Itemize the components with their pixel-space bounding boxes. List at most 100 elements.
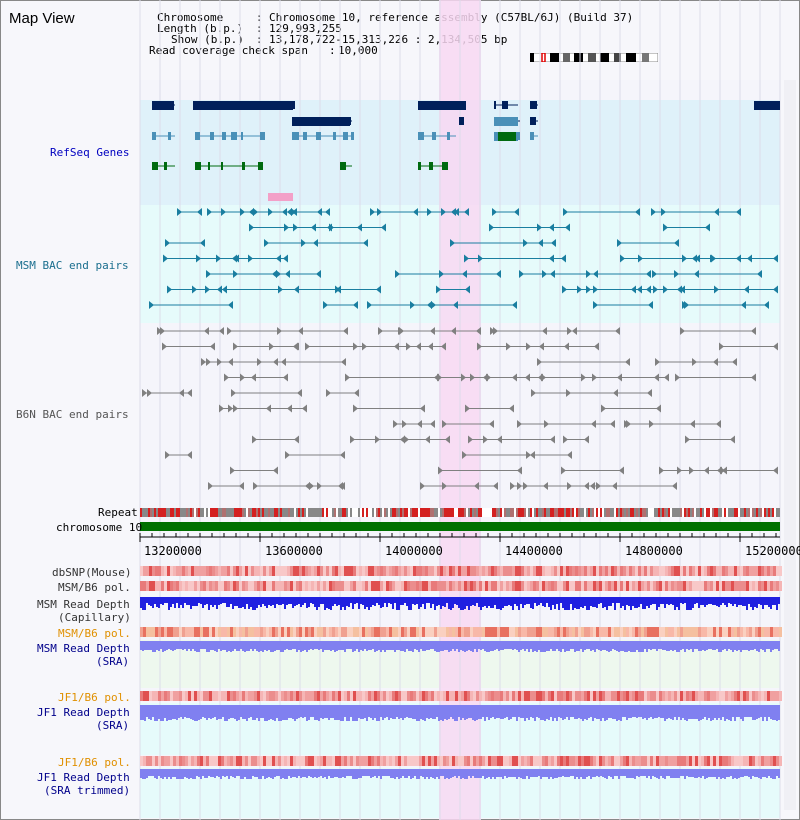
- dbsnp-strip: [503, 566, 506, 576]
- track-label-jf1-b6-pol-1[interactable]: JF1/B6 pol.: [58, 691, 131, 704]
- msm-b6-pol-strip: [518, 581, 521, 591]
- msm-depth-sra-bar: [300, 641, 302, 652]
- msm-depth-sra-bar: [530, 641, 532, 649]
- repeat-element: [428, 508, 430, 517]
- msm-b6-pol-strip: [227, 581, 230, 591]
- jf1-depth-trimmed-bar: [576, 769, 578, 777]
- jf1-b6-pol2-strip: [770, 756, 773, 766]
- track-label-jf1-depth-sra[interactable]: JF1 Read Depth: [37, 706, 130, 719]
- b6n-bac-pair-end: [538, 373, 543, 382]
- jf1-depth-trimmed-bar: [676, 769, 678, 778]
- msm-depth-capillary-bar: [598, 597, 600, 604]
- jf1-depth-trimmed-bar: [594, 769, 596, 777]
- jf1-depth-trimmed-bar: [414, 769, 416, 776]
- jf1-depth-sra-bar: [770, 705, 772, 719]
- msm-b6-pol2-strip: [740, 627, 743, 637]
- repeat-element: [230, 508, 232, 517]
- msm-depth-sra-bar: [430, 641, 432, 649]
- jf1-depth-trimmed-bar: [202, 769, 204, 776]
- dbsnp-strip: [608, 566, 611, 576]
- msm-depth-sra-bar: [348, 641, 350, 649]
- track-label-msm-b6-pol-2[interactable]: MSM/B6 pol.: [58, 627, 131, 640]
- repeat-element: [170, 508, 172, 517]
- jf1-depth-trimmed-bar: [456, 769, 458, 778]
- msm-depth-capillary-bar: [634, 597, 636, 608]
- b6n-bac-pair-end: [285, 451, 290, 459]
- jf1-depth-sra-bar: [446, 705, 448, 720]
- repeat-element: [744, 508, 746, 517]
- jf1-b6-pol-strip: [578, 691, 581, 701]
- repeat-element: [766, 508, 768, 517]
- msm-b6-pol2-strip: [605, 627, 608, 637]
- repeat-element: [548, 508, 550, 517]
- track-label-refseq[interactable]: RefSeq Genes: [50, 146, 130, 159]
- msm-depth-capillary-bar: [212, 597, 214, 607]
- jf1-depth-sra-bar: [166, 705, 168, 721]
- track-label-dbsnp[interactable]: dbSNP(Mouse): [52, 566, 132, 579]
- msm-b6-pol-strip: [701, 581, 704, 591]
- jf1-b6-pol-strip: [707, 691, 710, 701]
- repeat-element: [674, 508, 676, 517]
- jf1-b6-pol-strip: [491, 691, 494, 701]
- repeat-element: [334, 508, 336, 517]
- jf1-depth-trimmed-bar: [516, 769, 518, 779]
- jf1-b6-pol-strip: [389, 691, 392, 701]
- jf1-depth-trimmed-bar: [422, 769, 424, 777]
- track-label-msm-b6-pol-1[interactable]: MSM/B6 pol.: [58, 581, 131, 594]
- msm-depth-sra-bar: [406, 641, 408, 649]
- msm-depth-sra-bar: [512, 641, 514, 650]
- jf1-depth-sra-bar: [578, 705, 580, 718]
- msm-b6-pol2-strip: [263, 627, 266, 637]
- repeat-element: [404, 508, 406, 517]
- dbsnp-strip: [533, 566, 536, 576]
- jf1-depth-sra-bar: [262, 705, 264, 718]
- track-label-msm-depth-capillary[interactable]: MSM Read Depth: [37, 598, 130, 611]
- repeat-element: [754, 508, 756, 517]
- jf1-b6-pol2-strip: [776, 756, 779, 766]
- chromosome-ideogram[interactable]: [530, 53, 658, 62]
- msm-depth-capillary-bar: [514, 597, 516, 604]
- track-label-repeat[interactable]: Repeat: [98, 506, 138, 519]
- b6n-bac-pair-end: [517, 466, 522, 475]
- dbsnp-strip: [362, 566, 365, 576]
- track-features[interactable]: [139, 101, 782, 779]
- dbsnp-strip: [767, 566, 770, 576]
- msm-b6-pol2-strip: [455, 627, 458, 637]
- msm-b6-pol-strip: [281, 581, 284, 591]
- track-label-msm-depth-sra[interactable]: MSM Read Depth: [37, 642, 130, 655]
- track-label-b6n-bac[interactable]: B6N BAC end pairs: [16, 408, 129, 421]
- track-label-jf1-b6-pol-2[interactable]: JF1/B6 pol.: [58, 756, 131, 769]
- jf1-depth-trimmed-bar: [342, 769, 344, 777]
- dbsnp-strip: [407, 566, 410, 576]
- jf1-depth-sra-bar: [260, 705, 262, 718]
- track-label-msm-bac[interactable]: MSM BAC end pairs: [16, 259, 129, 272]
- msm-depth-capillary-bar: [522, 597, 524, 608]
- jf1-depth-trimmed-bar: [536, 769, 538, 777]
- dbsnp-strip: [260, 566, 263, 576]
- jf1-b6-pol2-strip: [692, 756, 695, 766]
- dbsnp-strip: [404, 566, 407, 576]
- jf1-depth-trimmed-bar: [424, 769, 426, 779]
- msm-b6-pol2-strip: [437, 627, 440, 637]
- msm-depth-sra-bar: [326, 641, 328, 650]
- msm-b6-pol-strip: [569, 581, 572, 591]
- msm-depth-sra-bar: [144, 641, 146, 650]
- repeat-element: [228, 508, 230, 517]
- msm-depth-sra-bar: [450, 641, 452, 651]
- msm-depth-capillary-bar: [606, 597, 608, 610]
- vertical-scrollbar[interactable]: [784, 80, 796, 810]
- repeat-element: [598, 508, 600, 517]
- msm-b6-pol-strip: [215, 581, 218, 591]
- msm-b6-pol2-strip: [194, 627, 197, 637]
- b6n-bac-pair-end: [438, 466, 443, 475]
- dbsnp-strip: [320, 566, 323, 576]
- msm-b6-pol-strip: [626, 581, 629, 591]
- jf1-depth-trimmed-bar: [296, 769, 298, 778]
- jf1-depth-trimmed-bar: [578, 769, 580, 779]
- msm-depth-sra-bar: [400, 641, 402, 651]
- msm-depth-capillary-bar: [218, 597, 220, 605]
- jf1-b6-pol2-strip: [629, 756, 632, 766]
- jf1-depth-trimmed-bar: [458, 769, 460, 776]
- track-label-jf1-depth-trimmed[interactable]: JF1 Read Depth: [37, 771, 130, 784]
